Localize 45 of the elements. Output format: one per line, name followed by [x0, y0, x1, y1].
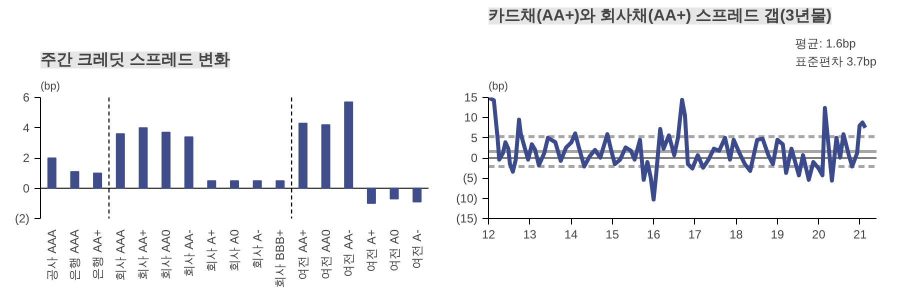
x-tick-label: 12: [482, 228, 496, 242]
text: 평균: 1.6bp: [795, 36, 856, 50]
x-tick-label: 여전 AA0: [318, 229, 333, 280]
chart-title: 카드채(AA+)와 회사채(AA+) 스프레드 갭(3년물): [488, 8, 832, 24]
y-tick-label: (10): [456, 191, 478, 206]
y-tick-label: 4: [22, 120, 30, 135]
x-tick-label: 15: [606, 228, 620, 242]
y-tick-label: 5: [470, 130, 478, 145]
y-axis-title: (bp): [40, 80, 60, 92]
x-tick-label: 17: [688, 228, 702, 242]
x-tick-label: 여전 A0: [387, 229, 402, 272]
x-tick-label: 공사 AAA: [44, 229, 59, 281]
y-tick-label: 15: [464, 90, 478, 104]
x-tick-label: 여전 A+: [364, 229, 378, 272]
y-tick-label: (5): [462, 171, 478, 186]
x-tick-label: 19: [770, 228, 784, 242]
x-tick-label: 21: [853, 228, 867, 242]
x-tick-label: 은행 AA+: [90, 229, 105, 280]
x-tick-label: 회사 BBB+: [273, 229, 288, 288]
x-tick-label: 16: [646, 228, 661, 242]
x-tick-label: 회사 AA+: [136, 229, 150, 280]
y-tick-label: 2: [22, 151, 30, 165]
y-axis-title: (bp): [488, 80, 508, 92]
y-tick-label: 6: [22, 90, 30, 104]
x-tick-label: 여전 AA+: [296, 229, 310, 280]
x-tick-label: 회사 A0: [228, 229, 242, 272]
y-tick-label: 10: [464, 110, 478, 125]
x-tick-label: 13: [523, 228, 537, 242]
x-tick-label: 은행 AAA: [68, 229, 82, 281]
text: 표준편차 3.7bp: [795, 54, 877, 68]
x-tick-label: 14: [564, 228, 578, 242]
x-tick-label: 회사 AA0: [159, 229, 174, 280]
y-tick-label: (15): [456, 212, 478, 226]
x-tick-label: 여전 A-: [410, 229, 424, 269]
y-tick-label: 0: [22, 181, 30, 196]
chart-title: 주간 크레딧 스프레드 변화: [40, 52, 230, 68]
x-tick-label: 회사 AAA: [113, 229, 128, 281]
x-tick-label: 회사 AA-: [182, 229, 196, 277]
y-tick-label: (2): [14, 212, 30, 226]
y-tick-label: 0: [470, 151, 478, 165]
x-tick-label: 여전 AA-: [342, 229, 356, 277]
x-tick-label: 20: [812, 228, 826, 242]
x-tick-label: 회사 A+: [204, 229, 219, 272]
x-tick-label: 회사 A-: [250, 229, 264, 269]
x-tick-label: 18: [729, 228, 744, 242]
